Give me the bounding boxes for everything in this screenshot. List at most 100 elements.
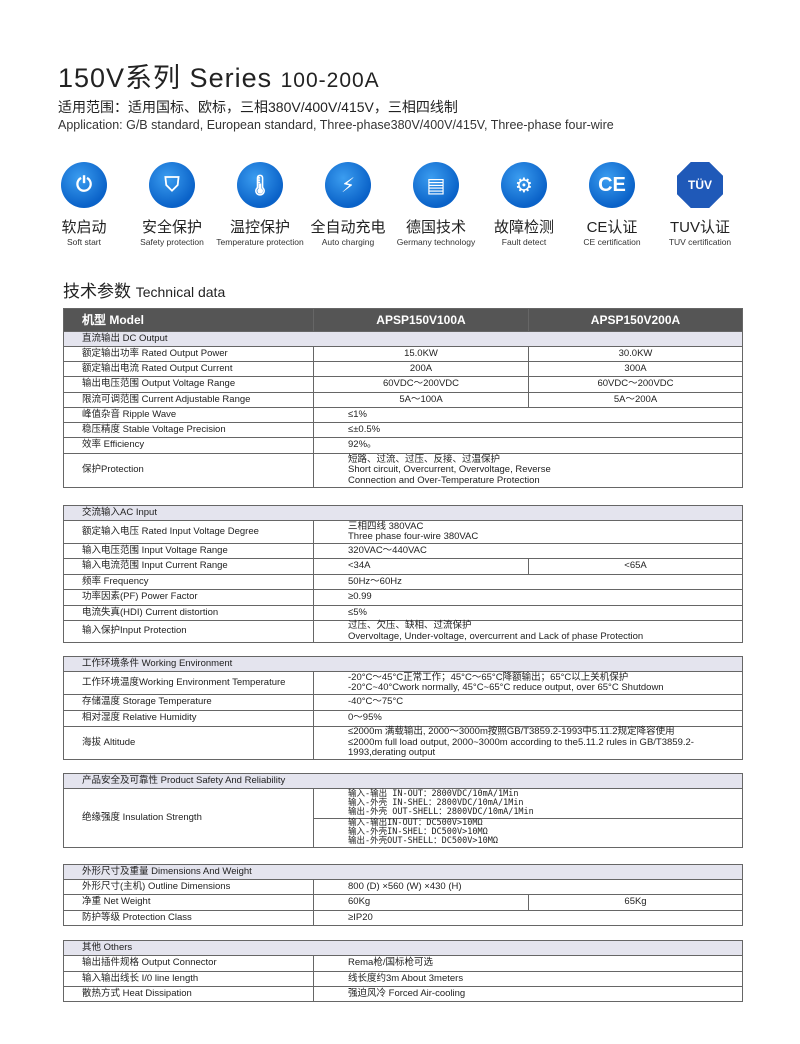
table-row: 绝缘强度 Insulation Strength 输入-输出 IN-OUT：280…: [63, 788, 744, 848]
feature-3: ⚡ 全自动充电 Auto charging: [304, 162, 392, 247]
section-title: 产品安全及可靠性 Product Safety And Reliability: [62, 773, 744, 789]
ce-icon: CE: [589, 162, 635, 208]
shield-icon: ⛉: [149, 162, 195, 208]
table-row: 输入输出线长 I/0 line length 线长度约3m About 3mete…: [63, 971, 744, 987]
table-row: 相对湿度 Relative Humidity 0～95%: [63, 710, 744, 727]
table-row: 峰值杂音 Ripple Wave ≤1%: [63, 407, 743, 423]
spec-table: 其他 Others 输出插件规格 Output Connector Rema枪/国标…: [62, 940, 744, 1002]
row-value: -20°C～45°C正常工作；45°C～65°C降额输出；65°C以上关机保护 …: [312, 671, 744, 695]
row-value: 短路、过流、过压、反接、过温保护 Short circuit, Overcurr…: [313, 453, 743, 488]
row-value: ≤2000m 满载输出, 2000～3000m按照GB/T3859.2-1993…: [312, 726, 744, 760]
row-value: ≥IP20: [312, 910, 744, 926]
table-row: 输出电压范围 Output Voltage Range 60VDC～200VDC 6…: [63, 376, 743, 393]
section-header: 直流输出 DC Output: [63, 331, 743, 347]
spec-table: 工作环境条件 Working Environment 工作环境温度Working …: [62, 656, 744, 760]
table-row: 散热方式 Heat Dissipation 强迫风冷 Forced Air-coo…: [63, 986, 744, 1002]
table-row: 额定输出功率 Rated Output Power 15.0KW 30.0KW: [63, 346, 743, 362]
section-header: 产品安全及可靠性 Product Safety And Reliability: [62, 773, 744, 789]
table-row: 工作环境温度Working Environment Temperature -20…: [63, 671, 744, 695]
row-label: 输出插件规格 Output Connector: [63, 955, 314, 972]
table-row: 输入保护Input Protection 过压、欠压、缺相、过流保护 Overvo…: [63, 620, 744, 643]
row-label: 额定输入电压 Rated Input Voltage Degree: [63, 520, 314, 544]
row-value-model-1: 200A: [313, 361, 529, 377]
feature-label-zh: 温控保护: [229, 219, 290, 236]
gear-icon: ⚙: [501, 162, 547, 208]
row-label: 额定输出电流 Rated Output Current: [63, 361, 314, 377]
table-row: 限流可调范围 Current Adjustable Range 5A～100A 5A…: [63, 392, 743, 408]
thermometer-icon: 🌡: [237, 162, 283, 208]
row-label: 限流可调范围 Current Adjustable Range: [63, 392, 314, 408]
table-row: 输入电流范围 Input Current Range <34A <65A: [63, 558, 744, 575]
table-row: 额定输出电流 Rated Output Current 200A 300A: [63, 361, 743, 377]
row-value-model-1: 60VDC～200VDC: [313, 376, 529, 393]
table-row: 保护Protection 短路、过流、过压、反接、过温保护 Short circu…: [63, 453, 743, 488]
table-row: 净重 Net Weight 60Kg 65Kg: [63, 894, 744, 911]
row-value: 三相四线 380VAC Three phase four-wire 380VAC: [312, 520, 744, 544]
row-value: 800 (D) ×560 (W) ×430 (H): [312, 879, 744, 895]
row-value-model-1: 15.0KW: [313, 346, 529, 362]
row-value: ≤±0.5%: [313, 422, 743, 438]
table-row: 额定输入电压 Rated Input Voltage Degree 三相四线 38…: [63, 520, 744, 544]
feature-1: ⛉ 安全保护 Safety protection: [128, 162, 216, 247]
model-name: APSP150V200A: [528, 308, 743, 332]
row-value: Rema枪/国标枪可选: [312, 955, 744, 972]
row-value: 92%。: [313, 437, 743, 454]
feature-label-zh: CE认证: [586, 219, 638, 236]
row-value: ≤1%: [313, 407, 743, 423]
row-value-model-2: 5A～200A: [528, 392, 743, 408]
scope-zh: 适用范围：适用国标、欧标，三相380V/400V/415V，三相四线制: [58, 99, 458, 115]
row-label: 电流失真(HDI) Current distortion: [63, 605, 314, 621]
row-label: 峰值杂音 Ripple Wave: [63, 407, 314, 423]
row-value: 输入-输出IN-OUT：DC500V>10MΩ 输入-外壳IN-SHEL：DC5…: [312, 817, 744, 848]
row-value-model-2: 65Kg: [527, 894, 744, 911]
section-title: 交流输入AC Input: [62, 505, 744, 521]
row-value: -40°C～75°C: [312, 694, 744, 711]
table-row: 输出插件规格 Output Connector Rema枪/国标枪可选: [63, 955, 744, 972]
row-label: 效率 Efficiency: [63, 437, 314, 454]
feature-label-zh: TUV认证: [669, 219, 730, 236]
row-label: 净重 Net Weight: [63, 894, 314, 911]
title-text: 150V系列 Series: [58, 63, 273, 93]
row-label: 输入电压范围 Input Voltage Range: [63, 543, 314, 559]
section-header: 交流输入AC Input: [62, 505, 744, 521]
tuv-icon: TÜV: [677, 162, 723, 208]
row-value-model-2: 60VDC～200VDC: [528, 376, 743, 393]
row-label: 绝缘强度 Insulation Strength: [63, 788, 314, 848]
table-row: 外形尺寸(主机) Outline Dimensions 800 (D) ×560 …: [63, 879, 744, 895]
table-row: 频率 Frequency 50Hz～60Hz: [63, 574, 744, 590]
feature-6: CE CE认证 CE certification: [568, 162, 656, 247]
feature-label-en: Auto charging: [321, 237, 375, 247]
feature-4: ▤ 德国技术 Germany technology: [392, 162, 480, 247]
page-title: 150V系列 Series 100-200A: [58, 56, 380, 95]
table-row: 输入-输出IN-OUT：DC500V>10MΩ 输入-外壳IN-SHEL：DC5…: [64, 817, 744, 848]
table-row: 输入电压范围 Input Voltage Range 320VAC～440VAC: [63, 543, 744, 559]
row-value-model-1: 5A～100A: [313, 392, 529, 408]
row-label: 稳压精度 Stable Voltage Precision: [63, 422, 314, 438]
row-value: 强迫风冷 Forced Air-cooling: [312, 986, 744, 1002]
table-row: 存储温度 Storage Temperature -40°C～75°C: [63, 694, 744, 711]
table-row: 效率 Efficiency 92%。: [63, 437, 743, 454]
section-title: 直流输出 DC Output: [63, 331, 743, 347]
table-row: 稳压精度 Stable Voltage Precision ≤±0.5%: [63, 422, 743, 438]
feature-0: ⏻ 软启动 Soft start: [40, 162, 128, 247]
feature-7: TÜV TUV认证 TUV certification: [656, 162, 744, 247]
row-label: 防护等级 Protection Class: [63, 910, 314, 926]
row-label: 输入保护Input Protection: [63, 620, 314, 643]
table-row: 防护等级 Protection Class ≥IP20: [63, 910, 744, 926]
section-title: 技术参数 Technical data: [63, 277, 225, 302]
row-value: 输入-输出 IN-OUT：2800VDC/10mA/1Min 输入-外壳 IN-…: [312, 788, 744, 819]
feature-label-zh: 安全保护: [141, 219, 202, 236]
section-title-zh: 技术参数: [63, 282, 131, 301]
section-header: 外形尺寸及重量 Dimensions And Weight: [62, 864, 744, 880]
row-value: 线长度约3m About 3meters: [312, 971, 744, 987]
section-title: 其他 Others: [62, 940, 744, 956]
row-value: ≤5%: [312, 605, 744, 621]
row-label: 工作环境温度Working Environment Temperature: [63, 671, 314, 695]
feature-label-zh: 全自动充电: [310, 219, 386, 236]
row-value-model-2: <65A: [527, 558, 744, 575]
feature-label-en: Soft start: [66, 237, 101, 247]
table-row: 功率因素(PF) Power Factor ≥0.99: [63, 589, 744, 606]
section-title-en: Technical data: [135, 284, 226, 300]
row-value: 0～95%: [312, 710, 744, 727]
feature-label-zh: 故障检测: [493, 219, 554, 236]
